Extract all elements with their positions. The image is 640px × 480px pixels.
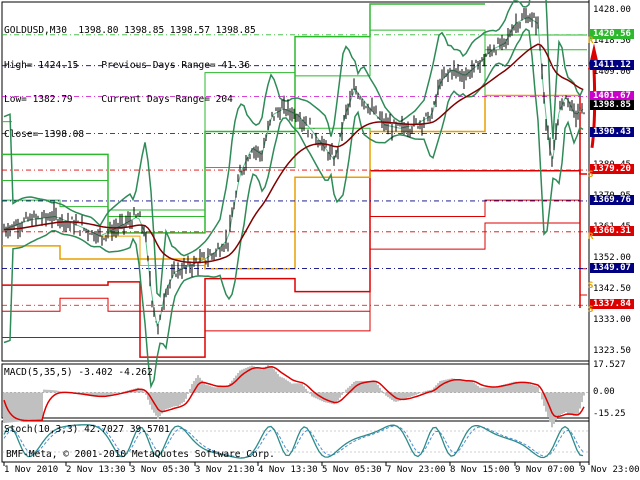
level-marker: S	[588, 169, 594, 180]
price-axis-label: -15.25	[593, 409, 626, 420]
macd-label: MACD(5,35,5) -3.402 -4.262	[4, 367, 153, 378]
price-axis-label: 0.00	[593, 386, 615, 397]
price-axis-label: 17.527	[593, 360, 626, 371]
time-axis-label: 1 Nov 2010	[4, 465, 59, 475]
price-axis-label: 1333.00	[593, 315, 631, 326]
ma-line	[3, 43, 584, 264]
macd-signal	[3, 366, 585, 422]
red-level-3	[2, 222, 587, 338]
pane-frames	[1, 0, 590, 466]
price-axis-label: 1418.50	[593, 35, 631, 46]
bollinger-upper	[3, 0, 584, 298]
low-label: Low= 1382.79	[4, 94, 73, 105]
time-axis-label: 3 Nov 05:30	[130, 465, 190, 475]
chart-info: GOLDUSD,M30 1398.80 1398.85 1398.57 1398…	[4, 2, 256, 152]
bollinger-lower	[3, 28, 584, 390]
time-axis-label: 7 Nov 23:00	[386, 465, 446, 475]
prev-range-label: Previous Days Range= 41.36	[101, 59, 250, 71]
moving-average	[3, 43, 584, 264]
level-marker: S	[588, 305, 594, 316]
level-marker: R	[588, 231, 594, 242]
stochastic-pane	[2, 424, 589, 459]
price-axis-label: 1390.43	[590, 127, 634, 138]
stoch-main	[3, 424, 584, 459]
cur-range-label: Current Days Range= 204	[101, 94, 233, 105]
price-axis-label: 1369.76	[590, 194, 634, 205]
price-axis-label: 1428.00	[593, 4, 631, 15]
time-axis-label: 9 Nov 23:00	[580, 465, 640, 475]
time-axis-label: 9 Nov 07:00	[515, 465, 575, 475]
time-axis-label: 5 Nov 05:30	[322, 465, 382, 475]
price-bars	[3, 7, 585, 335]
ohlc-values: 1398.80 1398.85 1398.57 1398.85	[78, 25, 256, 36]
price-axis-label: 1398.85	[590, 99, 634, 110]
level-marker: R	[588, 35, 594, 46]
time-axis-label: 4 Nov 13:30	[258, 465, 318, 475]
red-level-1	[2, 169, 587, 358]
price-axis-label: 1337.84	[590, 299, 634, 310]
price-axis-label: 1360.31	[590, 225, 634, 236]
price-axis-label: 1379.20	[590, 164, 634, 175]
support-resistance-levels	[2, 3, 587, 358]
price-axis-label: 1411.12	[590, 59, 634, 70]
symbol-label: GOLDUSD,M30	[4, 25, 67, 36]
arrow-shaft	[590, 69, 597, 149]
orange-pivot-2	[100, 235, 205, 267]
red-level-2	[2, 199, 587, 312]
high-label: High= 1424.15	[4, 59, 79, 71]
close-label: Close= 1398.08	[4, 128, 85, 140]
time-axis-label: 2 Nov 13:30	[66, 465, 126, 475]
macd-pane	[2, 365, 589, 428]
price-axis-label: 1349.07	[590, 262, 634, 273]
time-axis-label: 8 Nov 15:00	[450, 465, 510, 475]
time-axis-label: 3 Nov 21:30	[195, 465, 255, 475]
level-marker: S	[588, 280, 594, 291]
price-axis-label: 1420.56	[590, 28, 634, 39]
price-axis-label: 1401.67	[590, 90, 634, 101]
green-level-2	[2, 29, 587, 217]
price-axis-label: 1352.00	[593, 252, 631, 263]
price-axis-label: 1342.50	[593, 284, 631, 295]
price-axis-label: 1323.50	[593, 346, 631, 357]
price-axis-label: 1409.00	[593, 66, 631, 77]
copyright-text: BMF-Meta, © 2001-2010 MetaQuotes Softwar…	[6, 449, 275, 460]
stoch-label: Stoch(10,3,3) 42.7027 39.5701	[4, 424, 170, 435]
